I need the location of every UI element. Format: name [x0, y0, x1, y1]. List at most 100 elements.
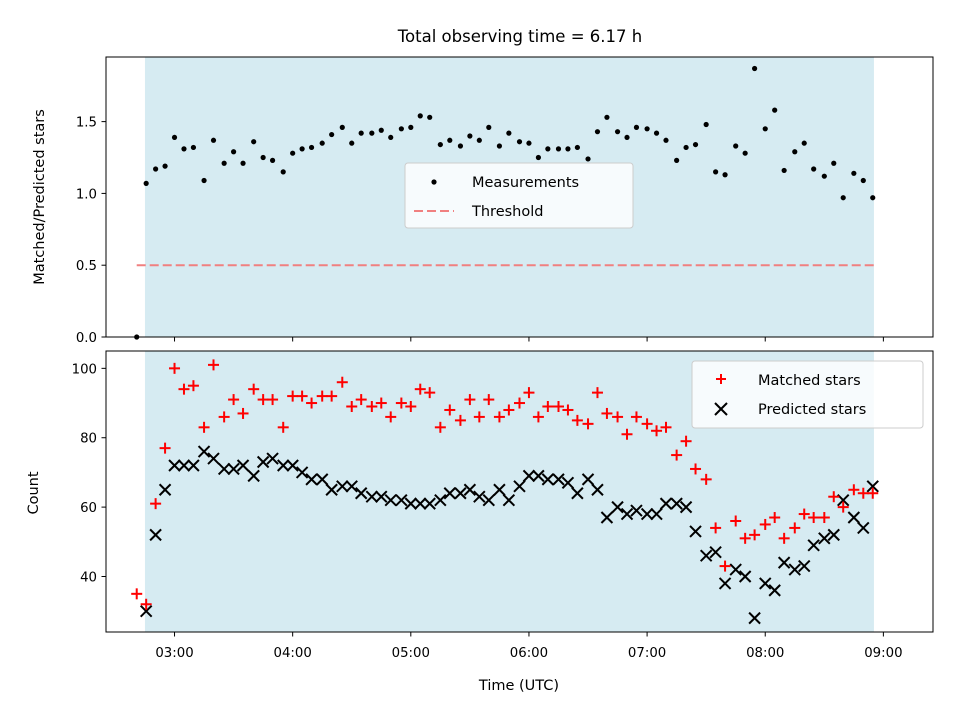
predicted-stars-point [197, 445, 211, 458]
matched-stars-point [700, 473, 712, 485]
predicted-stars-point [818, 532, 831, 545]
predicted-stars-point [659, 497, 673, 510]
measurement-point [467, 133, 473, 139]
predicted-stars-point [650, 507, 663, 521]
measurement-point [831, 160, 837, 166]
measurement-point [143, 180, 149, 186]
measurement-point [526, 140, 532, 146]
bottom-x-ticks: 03:00 04:00 05:00 06:00 07:00 08:00 09:00 [155, 632, 903, 661]
measurement-point [280, 169, 286, 175]
measurement-point [398, 126, 404, 132]
predicted-stars-point [729, 563, 742, 576]
predicted-stars-point [395, 493, 408, 507]
matched-stars-point [248, 383, 260, 395]
measurement-point [171, 134, 178, 141]
matched-stars-point [267, 394, 279, 406]
measurement-point [772, 107, 778, 113]
predicted-stars-point [227, 462, 240, 476]
matched-stars-point [641, 418, 653, 430]
measurement-point [722, 172, 728, 178]
measurement-point [447, 137, 453, 143]
measurement-point [703, 121, 709, 128]
x-tick-label: 03:00 [155, 646, 193, 661]
measurement-point [476, 137, 482, 143]
bottom-y-tick-label: 80 [80, 432, 97, 447]
matched-stars-point [326, 390, 338, 402]
predicted-stars-point [236, 459, 250, 472]
measurement-point [663, 137, 669, 143]
predicted-stars-point [414, 497, 427, 510]
measurement-point [190, 144, 197, 151]
measurement-point [674, 157, 680, 163]
predicted-stars-point [798, 559, 811, 573]
measurement-point [299, 146, 305, 152]
matched-stars-point [257, 394, 269, 406]
measurement-point [752, 65, 758, 72]
measurement-point [230, 149, 237, 155]
measurement-point [594, 129, 601, 135]
measurement-point [260, 154, 266, 161]
predicted-stars-point [168, 459, 181, 472]
measurement-point [535, 154, 542, 161]
measurement-point [792, 149, 798, 155]
measurement-point [683, 144, 689, 151]
x-tick-label: 05:00 [392, 646, 430, 661]
predicted-stars-point [434, 493, 447, 507]
matched-stars-point [296, 390, 308, 402]
measurement-point [624, 134, 630, 141]
matched-stars-point [395, 397, 407, 409]
predicted-stars-point [689, 525, 702, 538]
measurement-point [692, 141, 699, 148]
matched-stars-point [749, 529, 761, 541]
predicted-stars-point [277, 459, 290, 472]
predicted-stars-point [552, 473, 565, 486]
measurement-point [427, 114, 433, 120]
measurement-point [153, 166, 159, 172]
matched-stars-point [690, 463, 702, 475]
measurement-point [201, 177, 207, 184]
predicted-stars-point [217, 462, 231, 476]
matched-stars-point [178, 383, 190, 395]
matched-stars-point [789, 522, 801, 534]
predicted-stars-point [738, 570, 752, 583]
predicted-stars-point [473, 490, 486, 503]
bottom-y-axis-label: Count [26, 471, 42, 514]
predicted-stars-point [670, 497, 683, 510]
matched-stars-point [424, 387, 436, 399]
measurement-point [349, 140, 355, 146]
predicted-stars-point [709, 546, 722, 559]
measurement-point [162, 163, 168, 169]
predicted-stars-point [482, 493, 495, 507]
predicted-stars-point [365, 490, 379, 503]
bottom-panel: 03:00 04:00 05:00 06:00 07:00 08:00 09:00 40 60… [26, 350, 934, 694]
legend-predicted-marker [714, 402, 728, 416]
chart-title: Total observing time = 6.17 h [397, 27, 642, 46]
matched-stars-point [355, 394, 367, 406]
matched-stars-point [523, 387, 535, 399]
matched-stars-point [719, 560, 731, 572]
measurement-point [221, 160, 227, 166]
matched-stars-point [503, 404, 515, 416]
predicted-stars-point [807, 539, 820, 552]
predicted-stars-point [561, 476, 575, 490]
predicted-stars-point [777, 556, 791, 569]
measurement-point [840, 195, 846, 201]
measurement-point [369, 130, 375, 136]
matched-stars-point [630, 411, 642, 423]
measurement-point [408, 124, 414, 130]
predicted-stars-point [699, 549, 713, 562]
measurement-point [378, 127, 384, 133]
matched-stars-point [414, 383, 426, 395]
matched-stars-point [660, 421, 672, 433]
matched-stars-point [473, 411, 485, 423]
measurement-point [585, 156, 591, 162]
matched-stars-point [680, 435, 692, 447]
predicted-stars-point [522, 469, 536, 483]
matched-stars-point [571, 414, 583, 426]
matched-stars-point [198, 421, 210, 433]
matched-stars-point [601, 407, 613, 419]
predicted-stars-point [571, 487, 584, 500]
predicted-stars-point [591, 483, 604, 496]
predicted-stars-point [847, 511, 861, 524]
measurement-point [545, 146, 551, 152]
